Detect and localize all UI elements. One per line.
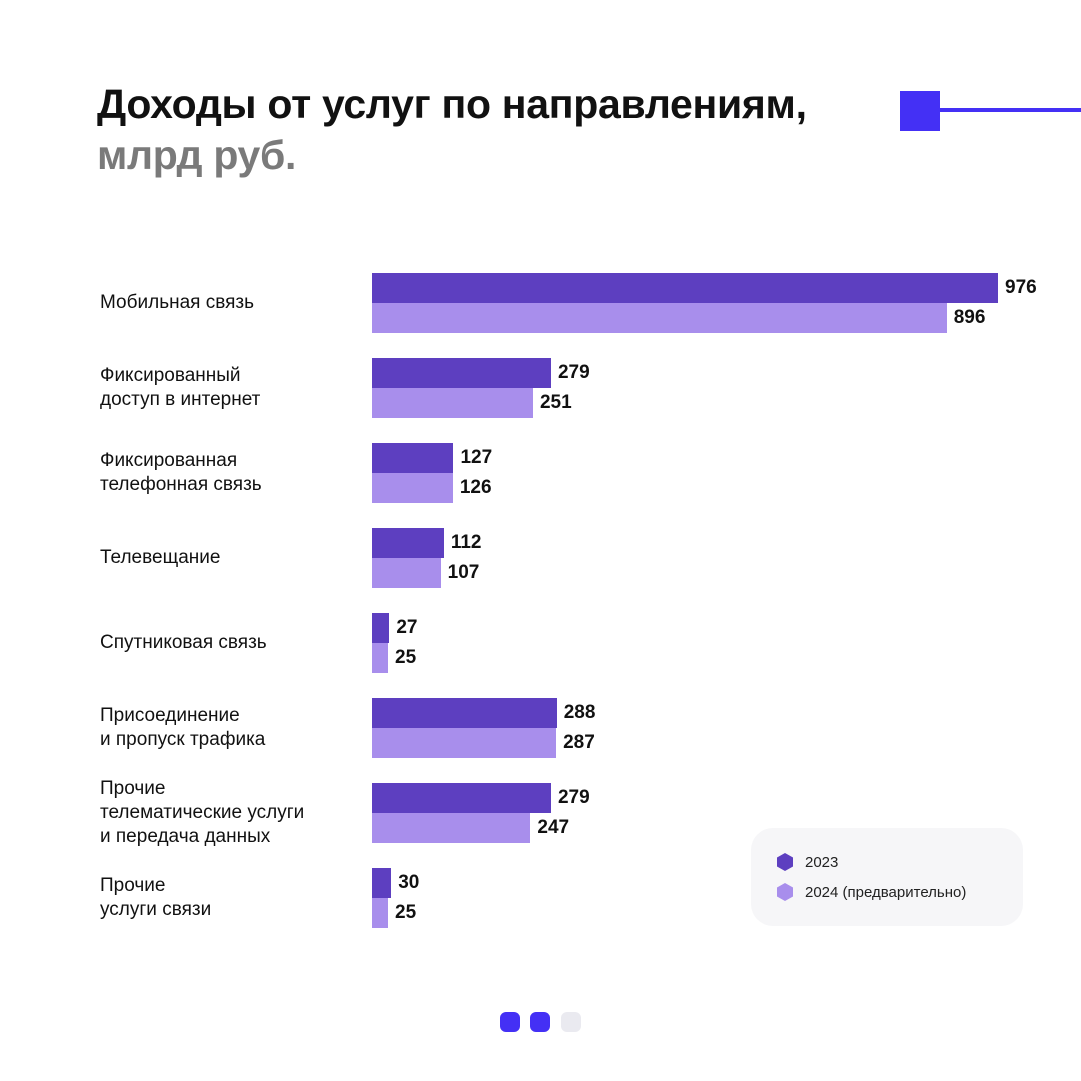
data-label: 127 xyxy=(460,447,493,468)
bar-series-2024 xyxy=(372,728,557,758)
data-label: 247 xyxy=(537,817,570,838)
bar-series-2023 xyxy=(372,783,551,813)
decorative-square xyxy=(900,91,940,131)
bar-series-2023 xyxy=(372,273,998,303)
data-label: 25 xyxy=(395,902,417,923)
data-label: 288 xyxy=(563,702,596,723)
data-label: 107 xyxy=(447,562,480,583)
bar-series-2024 xyxy=(372,388,533,418)
data-label: 112 xyxy=(450,532,482,553)
data-label: 976 xyxy=(1005,277,1037,298)
hexagon-icon xyxy=(777,853,793,871)
category-label: Присоединение и пропуск трафика xyxy=(100,705,266,750)
legend-item-2023: 2023 xyxy=(775,850,838,874)
category-label: Прочие услуги связи xyxy=(100,875,212,920)
data-label: 30 xyxy=(398,872,420,893)
data-label: 27 xyxy=(396,617,418,638)
data-label: 896 xyxy=(953,307,986,328)
legend-label: 2024 (предварительно) xyxy=(805,883,967,901)
pagination xyxy=(0,1012,1081,1032)
bar-series-2024 xyxy=(372,643,389,673)
category-label: Прочие телематические услуги и передача … xyxy=(100,778,305,847)
data-label: 251 xyxy=(539,392,572,413)
data-label: 279 xyxy=(557,787,590,808)
pagination-dot[interactable] xyxy=(530,1012,550,1032)
bar-series-2023 xyxy=(372,528,444,558)
bar-series-2024 xyxy=(372,473,453,503)
chart-subtitle: млрд руб. xyxy=(97,132,297,178)
category-label: Спутниковая связь xyxy=(100,632,267,653)
bar-series-2024 xyxy=(372,813,531,843)
chart-title: Доходы от услуг по направлениям, xyxy=(97,81,807,127)
category-label: Фиксированная телефонная связь xyxy=(100,450,262,495)
bar-series-2023 xyxy=(372,613,390,643)
pagination-dot[interactable] xyxy=(561,1012,581,1032)
data-label: 279 xyxy=(557,362,590,383)
bar-series-2024 xyxy=(372,898,389,928)
legend: 2023 2024 (предварительно) xyxy=(751,828,1023,926)
data-label: 287 xyxy=(563,732,595,753)
data-label: 126 xyxy=(459,477,492,498)
data-label: 25 xyxy=(395,647,417,668)
category-label: Фиксированный доступ в интернет xyxy=(100,365,261,410)
category-label: Телевещание xyxy=(100,547,221,568)
bar-series-2024 xyxy=(372,303,947,333)
bar-series-2023 xyxy=(372,443,454,473)
legend-label: 2023 xyxy=(805,853,839,871)
hexagon-icon xyxy=(777,883,793,901)
bar-series-2024 xyxy=(372,558,441,588)
category-label: Мобильная связь xyxy=(100,292,254,313)
bar-series-2023 xyxy=(372,868,392,898)
pagination-dot[interactable] xyxy=(500,1012,520,1032)
legend-item-2024: 2024 (предварительно) xyxy=(775,880,966,904)
bar-series-2023 xyxy=(372,698,557,728)
bar-series-2023 xyxy=(372,358,551,388)
decorative-line xyxy=(940,108,1081,112)
